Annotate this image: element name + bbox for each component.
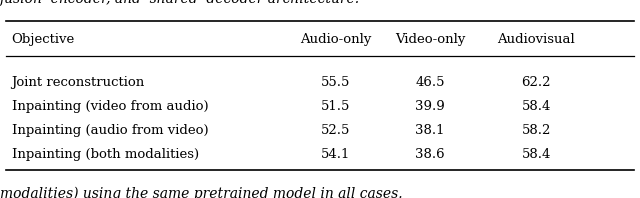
Text: 62.2: 62.2 xyxy=(522,76,551,89)
Text: 58.2: 58.2 xyxy=(522,124,551,137)
Text: 39.9: 39.9 xyxy=(415,100,445,113)
Text: 58.4: 58.4 xyxy=(522,100,551,113)
Text: 55.5: 55.5 xyxy=(321,76,351,89)
Text: modalities) using the same pretrained model in all cases.: modalities) using the same pretrained mo… xyxy=(0,186,403,198)
Text: 38.1: 38.1 xyxy=(415,124,445,137)
Text: Audio-only: Audio-only xyxy=(300,33,372,46)
Text: Joint reconstruction: Joint reconstruction xyxy=(12,76,145,89)
Text: Inpainting (both modalities): Inpainting (both modalities) xyxy=(12,148,198,161)
Text: Video-only: Video-only xyxy=(395,33,465,46)
Text: 38.6: 38.6 xyxy=(415,148,445,161)
Text: Inpainting (audio from video): Inpainting (audio from video) xyxy=(12,124,208,137)
Text: 46.5: 46.5 xyxy=(415,76,445,89)
Text: 52.5: 52.5 xyxy=(321,124,351,137)
Text: Audiovisual: Audiovisual xyxy=(497,33,575,46)
Text: 58.4: 58.4 xyxy=(522,148,551,161)
Text: Inpainting (video from audio): Inpainting (video from audio) xyxy=(12,100,208,113)
Text: 51.5: 51.5 xyxy=(321,100,351,113)
Text: 54.1: 54.1 xyxy=(321,148,351,161)
Text: Objective: Objective xyxy=(12,33,75,46)
Text: fusion  encoder, and  shared  decoder architecture.: fusion encoder, and shared decoder archi… xyxy=(0,0,360,6)
